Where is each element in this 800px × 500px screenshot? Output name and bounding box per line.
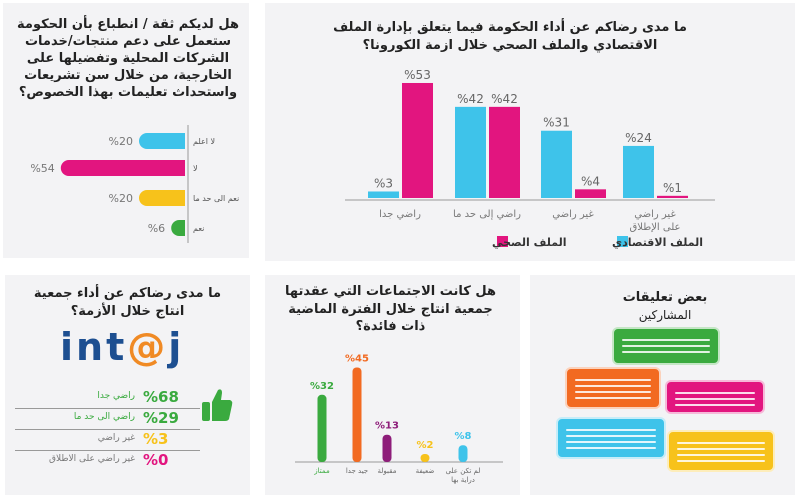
- bar: [458, 445, 468, 462]
- tick-label: دراية بها: [451, 476, 475, 484]
- tick-label: راضي جدا: [379, 209, 421, 220]
- tick-label: لا: [193, 164, 198, 173]
- comment-bubble-green: [612, 327, 720, 365]
- data-label: %53: [404, 68, 431, 82]
- row-divider: [15, 450, 200, 451]
- bar-economic: [623, 145, 654, 198]
- bar: [317, 394, 327, 462]
- tick-label: راضي إلى حد ما: [453, 209, 521, 220]
- intaj-percent: %0: [143, 451, 169, 469]
- trust-title: هل لديكم ثقة / انطباع بأن الحكومة ستعمل …: [17, 17, 239, 100]
- tick-label: على الإطلاق: [630, 222, 681, 233]
- intaj-logo: int@j: [60, 325, 185, 369]
- meetings-chart: %32 ممتاز %45 جيد جدا %13 مقبولة %2 ضعيفة %8 لم ت…: [295, 354, 503, 484]
- data-label: %1: [663, 181, 682, 195]
- data-label: %2: [417, 440, 434, 451]
- data-label: %45: [345, 354, 369, 365]
- data-label: %42: [457, 92, 484, 106]
- tick-label: غير راضي: [552, 209, 593, 220]
- bar: [382, 434, 392, 462]
- bar-economic: [368, 191, 399, 198]
- bar-health: [575, 189, 606, 198]
- data-label: %6: [148, 222, 165, 235]
- legend-swatch: [617, 236, 628, 247]
- bar-health: [489, 106, 520, 198]
- data-label: %31: [543, 116, 570, 130]
- intaj-panel: ما مدى رضاكم عن أداء جمعية انتاج خلال ال…: [5, 275, 250, 495]
- data-label: %24: [625, 131, 652, 145]
- data-label: %54: [30, 162, 54, 175]
- data-label: %4: [581, 174, 600, 188]
- tick-label: نعم: [193, 224, 204, 233]
- bar: [171, 220, 185, 236]
- intaj-percent: %68: [143, 388, 179, 406]
- bar: [352, 367, 362, 462]
- tick-label: نعم الى حد ما: [193, 194, 239, 203]
- tick-label: ضعيفة: [416, 467, 435, 475]
- data-label: %3: [374, 176, 393, 190]
- comments-subtitle: المشاركين: [638, 308, 692, 322]
- bar: [139, 190, 185, 206]
- bar-health: [402, 82, 433, 198]
- trust-chart: %20 لا اعلم %54 لا %20 نعم الى حد ما %6 نعم: [30, 125, 239, 243]
- tick-label: لا اعلم: [193, 137, 215, 146]
- legend-label: الملف الاقتصادي: [612, 236, 703, 249]
- intaj-percent: %3: [143, 430, 169, 448]
- comments-panel: بعض تعليقات المشاركين: [530, 275, 795, 495]
- meetings-panel: هل كانت الاجتماعات التي عقدتها جمعية انت…: [265, 275, 520, 495]
- tick-label: غير راضي: [634, 209, 675, 220]
- comment-bubble-blue: [556, 417, 666, 459]
- gov-satisfaction-panel: ما مدى رضاكم عن أداء الحكومة فيما يتعلق …: [265, 3, 795, 261]
- intaj-label: غير راضي: [97, 433, 135, 443]
- data-label: %13: [375, 421, 399, 432]
- comments-title: بعض تعليقات: [622, 290, 708, 305]
- intaj-percent: %29: [143, 409, 179, 427]
- bar: [139, 133, 185, 149]
- data-label: %42: [491, 92, 518, 106]
- intaj-label: راضي الى حد ما: [73, 412, 135, 422]
- bar-health: [657, 195, 688, 198]
- data-label: %8: [455, 431, 472, 442]
- data-label: %32: [310, 381, 334, 392]
- row-divider: [15, 408, 200, 409]
- legend-label: الملف الصحي: [492, 236, 567, 249]
- comment-bubble-pink: [665, 380, 765, 414]
- row-divider: [15, 429, 200, 430]
- tick-label: ممتاز: [313, 467, 330, 475]
- legend-swatch: [497, 236, 508, 247]
- thumbs-up-icon: [202, 389, 233, 421]
- tick-label: لم تكن على: [446, 467, 481, 475]
- comment-bubble-yellow: [667, 430, 775, 472]
- tick-label: جيد جدا: [346, 467, 368, 475]
- tick-label: مقبولة: [378, 467, 397, 475]
- bar-economic: [541, 130, 572, 198]
- comment-bubble-orange: [565, 367, 661, 409]
- gov-title: ما مدى رضاكم عن أداء الحكومة فيما يتعلق …: [333, 20, 687, 53]
- data-label: %20: [109, 135, 133, 148]
- intaj-label: راضي جدا: [97, 391, 135, 401]
- bar: [420, 454, 430, 462]
- intaj-label: غير راضي على الاطلاق: [49, 454, 135, 464]
- bar: [60, 160, 185, 176]
- meetings-title: هل كانت الاجتماعات التي عقدتها جمعية انت…: [285, 284, 496, 335]
- gov-chart: %3 %53 راضي جدا %42 %42 راضي إلى حد ما %31 %4 غي…: [345, 68, 715, 249]
- trust-panel: هل لديكم ثقة / انطباع بأن الحكومة ستعمل …: [3, 3, 249, 258]
- data-label: %20: [109, 192, 133, 205]
- bar-economic: [455, 106, 486, 198]
- intaj-title: ما مدى رضاكم عن أداء جمعية انتاج خلال ال…: [33, 286, 222, 319]
